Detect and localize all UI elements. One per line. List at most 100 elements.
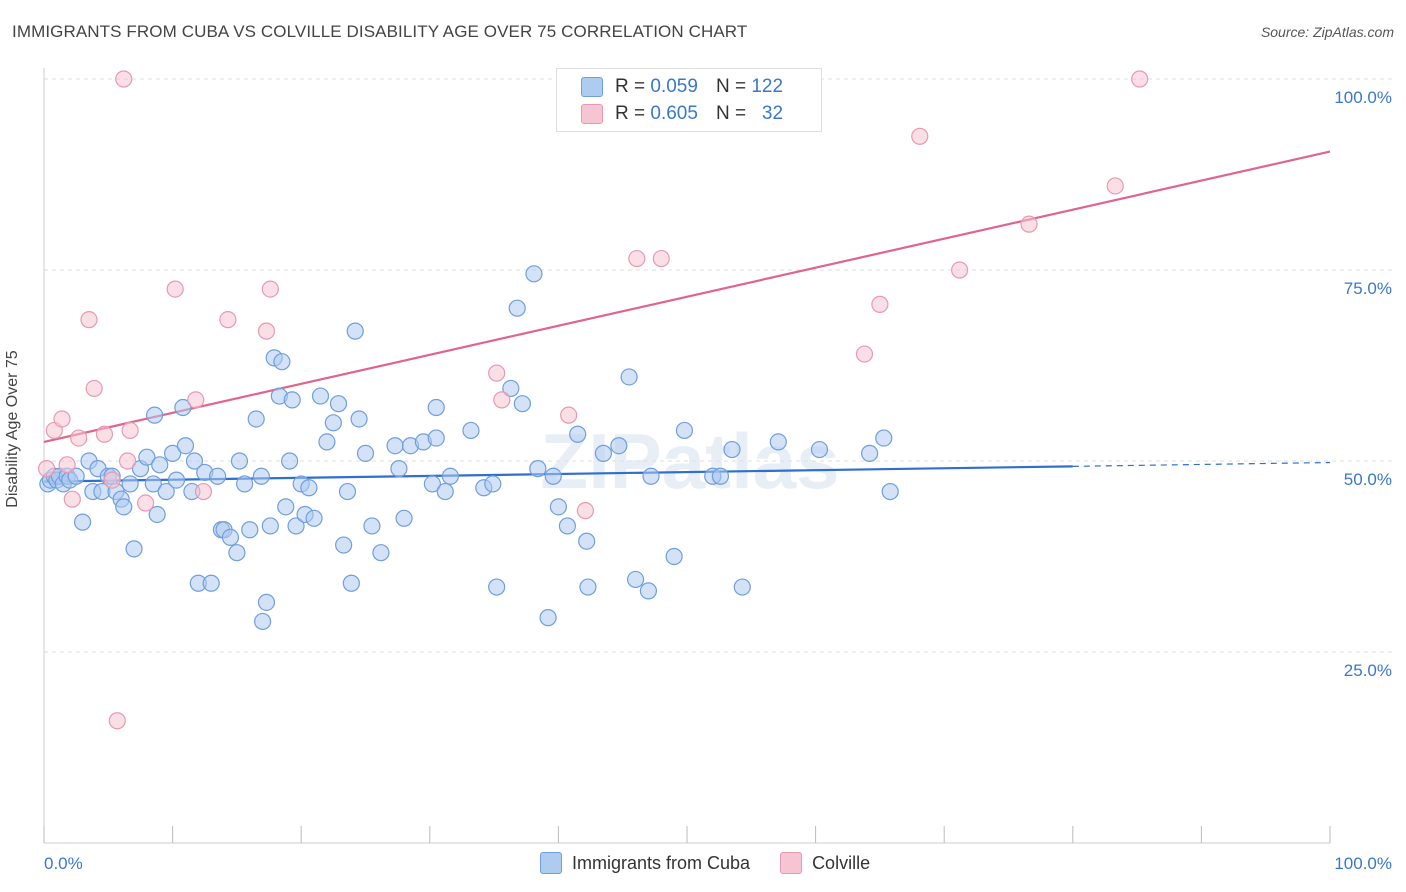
point-cuba: [121, 475, 139, 493]
point-cuba: [241, 521, 259, 539]
point-colville: [257, 322, 276, 340]
y-tick-label: 100.0%: [1334, 88, 1392, 107]
point-cuba: [390, 460, 408, 478]
legend-label-cuba: Immigrants from Cuba: [572, 852, 751, 873]
point-cuba: [386, 437, 404, 455]
point-colville: [488, 364, 506, 382]
gridlines: [44, 78, 1392, 653]
point-cuba: [209, 467, 227, 485]
point-colville: [493, 391, 511, 409]
point-cuba: [247, 410, 265, 428]
point-cuba: [513, 395, 531, 413]
point-cuba: [395, 509, 413, 527]
point-colville: [187, 391, 205, 409]
point-cuba: [261, 517, 279, 535]
legend-swatch-cuba: [581, 77, 603, 97]
point-cuba: [138, 448, 156, 466]
legend-r-label: R =: [615, 76, 646, 97]
point-cuba: [305, 509, 323, 527]
point-cuba: [484, 475, 502, 493]
point-colville: [576, 502, 595, 520]
point-cuba: [157, 482, 175, 501]
point-colville: [80, 311, 98, 329]
point-cuba: [329, 395, 348, 413]
point-colville: [53, 410, 71, 428]
point-colville: [871, 295, 889, 313]
point-cuba: [529, 460, 547, 478]
point-cuba: [363, 517, 381, 535]
point-cuba: [346, 322, 364, 340]
point-colville: [219, 311, 237, 329]
point-cuba: [338, 482, 357, 501]
point-cuba: [257, 593, 276, 611]
point-cuba: [642, 467, 660, 485]
point-cuba: [372, 544, 390, 562]
data-points: [37, 70, 1149, 730]
legend-item-cuba: Immigrants from Cuba: [540, 852, 750, 874]
axes: [43, 68, 1331, 844]
legend-n-value: 122: [751, 76, 784, 97]
point-cuba: [711, 467, 730, 485]
point-cuba: [277, 498, 295, 516]
point-cuba: [579, 578, 597, 596]
point-cuba: [283, 391, 301, 409]
point-cuba: [287, 517, 305, 535]
point-cuba: [423, 475, 441, 493]
point-cuba: [151, 456, 169, 474]
point-cuba: [881, 482, 899, 501]
point-cuba: [350, 410, 368, 428]
point-colville: [58, 456, 76, 474]
point-cuba: [148, 505, 166, 524]
point-cuba: [620, 368, 638, 386]
point-cuba: [733, 578, 751, 596]
point-cuba: [145, 406, 164, 424]
point-cuba: [441, 467, 459, 485]
point-cuba: [236, 475, 254, 493]
point-colville: [166, 280, 184, 298]
point-cuba: [281, 452, 299, 470]
point-cuba: [318, 433, 336, 451]
point-cuba: [228, 544, 246, 562]
legend-row-colville: R = 0.605 N = 32: [581, 103, 783, 125]
point-colville: [85, 379, 103, 398]
point-cuba: [626, 570, 645, 589]
chart-title: IMMIGRANTS FROM CUBA VS COLVILLE DISABIL…: [12, 22, 748, 41]
point-cuba: [185, 452, 204, 470]
point-colville: [628, 249, 646, 268]
x-tick-label: 0.0%: [44, 854, 83, 873]
point-cuba: [67, 467, 85, 485]
point-cuba: [462, 421, 480, 440]
point-cuba: [221, 528, 240, 547]
point-cuba: [324, 414, 342, 432]
point-colville: [115, 70, 133, 88]
point-cuba: [578, 532, 596, 550]
point-cuba: [335, 536, 353, 554]
point-cuba: [125, 540, 143, 558]
point-colville: [1106, 177, 1124, 195]
trend-line-colville: [43, 150, 1331, 443]
point-cuba: [230, 452, 249, 470]
legend-label-colville: Colville: [812, 852, 871, 873]
legend-n-value: 32: [761, 103, 784, 124]
point-colville: [560, 406, 578, 424]
point-colville: [103, 471, 121, 489]
point-cuba: [174, 398, 192, 417]
series-legend: Immigrants from Cuba Colville: [540, 852, 900, 874]
point-colville: [1131, 70, 1149, 88]
x-tick-label: 100.0%: [1334, 854, 1392, 873]
point-cuba: [723, 440, 741, 459]
y-tick-label: 50.0%: [1344, 470, 1392, 489]
point-colville: [911, 127, 929, 145]
point-cuba: [167, 471, 186, 489]
legend-r-value: 0.059: [650, 76, 698, 97]
point-cuba: [427, 429, 445, 447]
legend-n-label: N =: [715, 76, 747, 97]
point-colville: [37, 460, 56, 478]
point-cuba: [639, 582, 658, 600]
point-cuba: [502, 379, 520, 398]
point-cuba: [508, 299, 526, 317]
point-cuba: [769, 433, 787, 451]
point-cuba: [273, 353, 291, 371]
point-colville: [194, 482, 213, 501]
